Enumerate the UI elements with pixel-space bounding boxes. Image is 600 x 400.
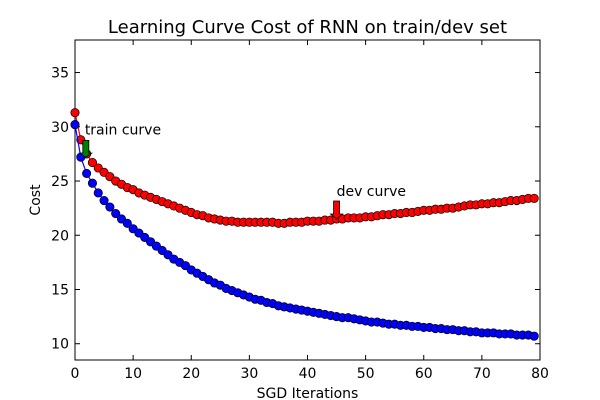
train-curve-point [105,202,115,212]
chart-title: Learning Curve Cost of RNN on train/dev … [108,17,507,38]
dev-curve-label: dev curve [337,184,406,200]
train-curve-point [99,195,109,206]
x-tick-label: 80 [531,366,549,382]
dev-curve-arrow [329,200,344,220]
y-tick-label: 15 [51,282,69,298]
train-curve-arrow [78,139,94,158]
train-curve-point [529,331,539,341]
series-layer [70,108,539,341]
dev-curve-point [87,158,97,168]
x-axis-label: SGD Iterations [257,386,359,400]
train-curve-point [87,178,97,188]
train-curve-point [111,209,121,219]
y-axis-label: Cost [28,184,44,216]
y-tick-label: 10 [51,337,69,353]
dev-curve-point [529,193,539,203]
annotation-layer: train curve dev curve [78,122,406,220]
x-tick-label: 30 [240,366,258,382]
y-tick-label: 20 [51,228,69,244]
train-curve-point [70,120,80,130]
x-tick-label: 60 [415,366,433,382]
y-tick-label: 30 [51,120,69,136]
train-curve-point [93,188,103,198]
train-curve-point [122,218,132,228]
train-curve-point [82,168,92,178]
train-curve-label: train curve [85,122,161,138]
x-tick-label: 50 [357,366,375,382]
y-tick-label: 25 [51,174,69,190]
x-tick-label: 0 [71,366,80,382]
x-tick-label: 20 [182,366,200,382]
dev-curve-point [70,108,80,118]
y-tick-label: 35 [51,66,69,82]
x-tick-label: 70 [473,366,491,382]
x-tick-label: 40 [299,366,317,382]
x-tick-label: 10 [124,366,142,382]
